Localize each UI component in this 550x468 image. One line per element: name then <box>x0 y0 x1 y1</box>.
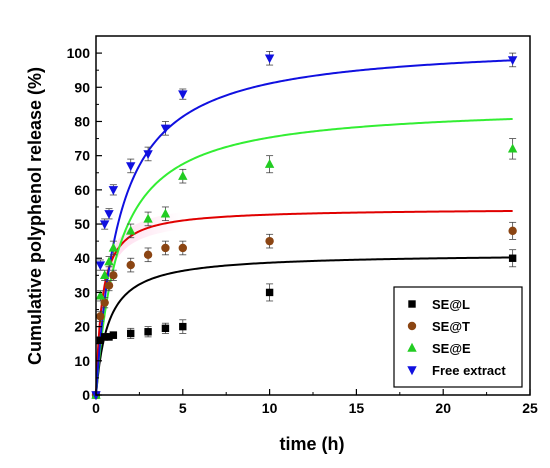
data-point-2 <box>178 170 188 180</box>
data-point-2 <box>126 225 136 235</box>
fit-curve-0 <box>95 256 513 396</box>
data-point-0 <box>100 333 109 341</box>
data-point-3 <box>99 220 110 230</box>
data-point-3 <box>264 54 275 64</box>
data-point-3 <box>178 90 188 100</box>
data-point-2 <box>104 256 114 266</box>
data-point-1 <box>100 298 109 307</box>
legend-marker-2 <box>407 342 417 352</box>
legend-label-0: SE@L <box>432 297 470 312</box>
data-point-0 <box>127 329 135 338</box>
y-tick-label: 40 <box>74 250 90 266</box>
x-tick-label: 10 <box>262 400 278 416</box>
y-tick-label: 10 <box>74 353 90 369</box>
fit-band <box>96 211 183 395</box>
y-tick-label: 20 <box>74 319 90 335</box>
data-point-0 <box>144 328 152 336</box>
data-point-3 <box>507 56 518 66</box>
data-point-1 <box>265 236 274 246</box>
data-point-2 <box>143 213 153 223</box>
data-point-1 <box>508 226 517 236</box>
data-point-3 <box>95 261 106 271</box>
x-tick-label: 15 <box>349 400 365 416</box>
data-point-0 <box>96 336 105 344</box>
fit-curve-1 <box>95 210 513 396</box>
y-axis-title: Cumulative polyphenol release (%) <box>25 67 45 365</box>
y-tick-label: 90 <box>74 79 90 95</box>
data-point-3 <box>160 124 171 134</box>
data-point-1 <box>96 312 105 321</box>
data-point-1 <box>109 271 118 280</box>
legend-label-1: SE@T <box>432 319 470 334</box>
legend: SE@L SE@T SE@E Free extract <box>393 286 523 388</box>
data-point-2 <box>160 208 171 218</box>
legend-marker-3 <box>407 366 417 376</box>
data-point-0 <box>109 331 118 339</box>
data-point-2 <box>95 290 106 300</box>
data-point-2 <box>507 143 518 153</box>
x-tick-label: 5 <box>179 400 187 416</box>
y-tick-label: 80 <box>74 113 90 129</box>
data-point-1 <box>104 281 114 290</box>
y-tick-label: 0 <box>82 387 90 403</box>
fit-curve-2 <box>95 117 513 396</box>
data-point-2 <box>264 159 275 168</box>
data-point-3 <box>108 186 119 196</box>
data-point-1 <box>126 260 135 270</box>
x-tick-label: 0 <box>92 400 100 416</box>
y-tick-label: 100 <box>67 45 91 61</box>
data-point-2 <box>108 242 119 252</box>
x-tick-label: 20 <box>435 400 451 416</box>
data-point-3 <box>143 150 153 160</box>
data-point-0 <box>508 254 517 262</box>
data-point-1 <box>143 250 153 260</box>
y-tick-label: 50 <box>74 216 90 232</box>
x-tick-label: 25 <box>522 400 538 416</box>
y-tick-label: 70 <box>74 148 90 164</box>
legend-marker-1 <box>407 321 417 331</box>
legend-marker-0 <box>408 300 416 308</box>
data-point-2 <box>99 270 110 280</box>
data-point-0 <box>105 333 113 341</box>
data-point-0 <box>161 324 170 333</box>
y-tick-label: 30 <box>74 284 90 300</box>
data-point-0 <box>265 288 274 297</box>
x-axis-title: time (h) <box>280 434 345 454</box>
legend-label-3: Free extract <box>432 363 506 378</box>
data-point-3 <box>126 162 136 172</box>
y-tick-label: 60 <box>74 182 90 198</box>
data-point-3 <box>104 210 114 219</box>
data-point-0 <box>179 322 187 331</box>
legend-label-2: SE@E <box>432 341 471 356</box>
data-point-1 <box>161 243 170 253</box>
data-point-1 <box>178 243 187 253</box>
